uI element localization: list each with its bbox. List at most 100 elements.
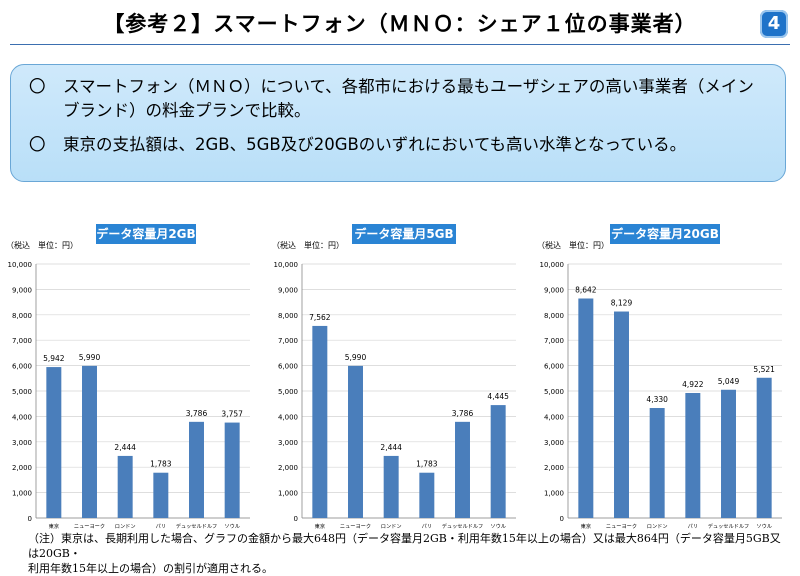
y-tick-label: 3,000 [278,439,298,447]
x-category-label: デュッセルドルフ [442,522,484,530]
y-tick-label: 2,000 [278,464,298,472]
bar-ロンドン [383,455,399,518]
bar-デュッセルドルフ [455,421,470,518]
y-tick-label: 9,000 [278,286,298,294]
y-tick-label: 10,000 [8,261,33,269]
y-tick-label: 8,000 [12,312,32,320]
x-category-label: ロンドン [647,524,668,530]
bar-value-label: 5,942 [43,354,65,363]
chart-20gb-unit-label: （税込 単位：円） [537,241,609,250]
x-category-label: デュッセルドルフ [176,522,218,530]
chart-20gb-title: データ容量月20GB [610,224,720,244]
y-tick-label: 10,000 [540,261,565,269]
bar-value-label: 4,922 [682,380,704,389]
bar-value-label: 1,783 [416,460,438,469]
page-title: 【参考２】スマートフォン（ＭＮＯ：シェア１位の事業者） [103,12,697,36]
y-tick-label: 2,000 [12,464,32,472]
y-tick-label: 5,000 [544,388,564,396]
y-tick-label: 4,000 [12,413,32,421]
summary-bullet-2: 〇 東京の支払額は、2GB、5GB及び20GBのいずれにおいても高い水準となって… [29,133,767,157]
x-category-label: ソウル [756,522,772,530]
x-category-label: ソウル [224,522,240,530]
x-category-label: ニューヨーク [606,523,637,530]
bar-デュッセルドルフ [721,389,736,518]
footnote-line-2: 利用年数15年以上の場合）の割引が適用される。 [28,562,273,575]
x-category-label: 東京 [315,522,325,530]
bar-ニューヨーク [348,365,363,518]
bar-ソウル [224,422,240,518]
summary-text-1: スマートフォン（ＭＮＯ）について、各都市における最もユーザシェアの高い事業者（メ… [63,77,754,120]
footnote: （注）東京は、長期利用した場合、グラフの金額から最大648円（データ容量月2GB… [28,531,788,576]
bar-東京 [312,325,328,518]
bar-value-label: 5,990 [79,353,101,362]
bar-value-label: 5,521 [753,365,775,374]
x-category-label: ニューヨーク [74,523,105,530]
bar-value-label: 3,757 [221,410,243,419]
x-category-label: ニューヨーク [340,523,371,530]
chart-5gb: 0 1,000 2,000 3,000 4,000 5,000 6,000 7,000 8,00… [274,261,516,530]
x-category-label: パリ [156,523,166,530]
y-tick-label: 4,000 [278,413,298,421]
y-tick-label: 1,000 [544,490,564,498]
y-tick-label: 10,000 [274,261,299,269]
bar-value-label: 5,990 [345,353,367,362]
bar-デュッセルドルフ [189,421,204,518]
chart-20gb: 0 1,000 2,000 3,000 4,000 5,000 6,000 7,000 8,00… [540,261,782,530]
y-tick-label: 7,000 [12,337,32,345]
bar-ソウル [756,377,772,518]
footnote-line-1: （注）東京は、長期利用した場合、グラフの金額から最大648円（データ容量月2GB… [28,532,781,560]
bar-ニューヨーク [614,311,629,518]
x-category-label: ロンドン [381,524,402,530]
x-category-label: パリ [688,523,698,530]
bar-パリ [153,472,169,518]
bar-value-label: 3,786 [186,409,208,418]
chart-2gb-unit-label: （税込 単位：円） [6,241,78,250]
bar-ロンドン [649,408,665,518]
y-tick-label: 5,000 [12,388,32,396]
y-tick-label: 0 [294,515,298,523]
bar-value-label: 4,445 [487,392,509,401]
y-tick-label: 1,000 [278,490,298,498]
bar-value-label: 2,444 [114,443,136,452]
title-divider [10,44,790,45]
y-tick-label: 6,000 [544,363,564,371]
y-tick-label: 8,000 [544,312,564,320]
bar-東京 [578,298,594,518]
bar-ソウル [490,405,506,518]
y-tick-label: 3,000 [544,439,564,447]
y-tick-label: 9,000 [12,286,32,294]
summary-bullet-1: 〇 スマートフォン（ＭＮＯ）について、各都市における最もユーザシェアの高い事業者… [29,75,767,123]
bar-パリ [419,472,435,518]
bar-value-label: 5,049 [718,377,740,386]
y-tick-label: 1,000 [12,490,32,498]
page-number-badge: 4 [760,10,788,38]
y-tick-label: 9,000 [544,286,564,294]
y-tick-label: 3,000 [12,439,32,447]
x-category-label: パリ [422,523,432,530]
y-tick-label: 6,000 [278,363,298,371]
bar-ロンドン [117,455,133,518]
y-tick-label: 0 [28,515,32,523]
y-tick-label: 8,000 [278,312,298,320]
bar-value-label: 2,444 [380,443,402,452]
bullet-mark: 〇 [29,77,46,96]
summary-text-2: 東京の支払額は、2GB、5GB及び20GBのいずれにおいても高い水準となっている… [63,135,687,154]
y-tick-label: 2,000 [544,464,564,472]
bar-value-label: 7,562 [309,313,331,322]
bar-パリ [685,392,701,518]
bar-value-label: 4,330 [646,395,668,404]
summary-box: 〇 スマートフォン（ＭＮＯ）について、各都市における最もユーザシェアの高い事業者… [10,64,786,182]
bar-value-label: 8,642 [575,285,597,294]
bar-value-label: 8,129 [611,299,633,308]
bar-value-label: 3,786 [452,409,474,418]
y-tick-label: 7,000 [278,337,298,345]
chart-2gb: 0 1,000 2,000 3,000 4,000 5,000 6,000 7,000 8,00… [8,261,250,530]
bar-東京 [46,367,62,518]
y-tick-label: 0 [560,515,564,523]
y-tick-label: 4,000 [544,413,564,421]
x-category-label: 東京 [49,522,59,530]
x-category-label: 東京 [581,522,591,530]
x-category-label: デュッセルドルフ [708,522,750,530]
bar-value-label: 1,783 [150,460,172,469]
y-tick-label: 6,000 [12,363,32,371]
